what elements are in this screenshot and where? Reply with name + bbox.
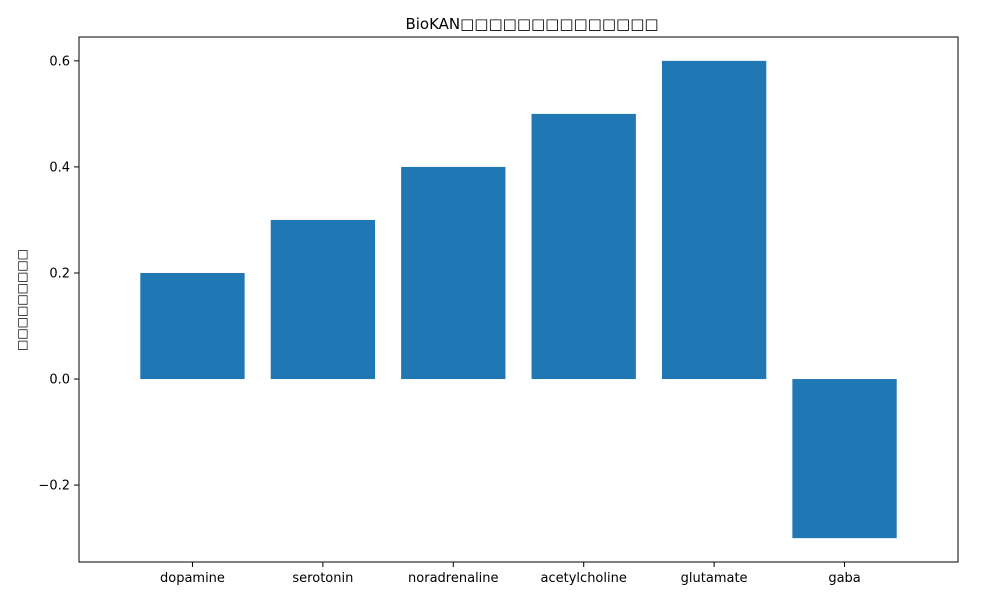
x-tick-label-gaba: gaba [828, 571, 860, 586]
x-tick-label-dopamine: dopamine [160, 571, 225, 586]
bars-group [140, 60, 897, 539]
x-tick-label-acetylcholine: acetylcholine [541, 571, 627, 586]
y-tick-label: −0.2 [38, 479, 70, 494]
x-axis: dopamine serotonin noradrenaline acetylchol… [160, 562, 861, 586]
bar-noradrenaline [401, 166, 506, 380]
y-axis: −0.2 0.0 0.2 0.4 0.6 [38, 54, 79, 494]
x-tick-label-noradrenaline: noradrenaline [408, 571, 498, 586]
bar-gaba [792, 379, 897, 539]
y-tick-label: 0.6 [49, 54, 70, 69]
bar-acetylcholine [531, 113, 636, 380]
y-tick-label: 0.0 [49, 373, 70, 388]
bar-glutamate [661, 60, 767, 380]
plot-frame [78, 36, 959, 563]
y-tick-label: 0.2 [49, 266, 70, 281]
bar-dopamine [140, 272, 245, 380]
x-tick-label-glutamate: glutamate [681, 571, 748, 586]
y-axis-label: □□□□□□□□□ [15, 249, 29, 351]
x-tick-label-serotonin: serotonin [292, 571, 353, 586]
bar-serotonin [270, 219, 376, 380]
y-tick-label: 0.4 [49, 160, 70, 175]
chart-title: BioKAN□□□□□□□□□□□□□□ [405, 15, 658, 33]
